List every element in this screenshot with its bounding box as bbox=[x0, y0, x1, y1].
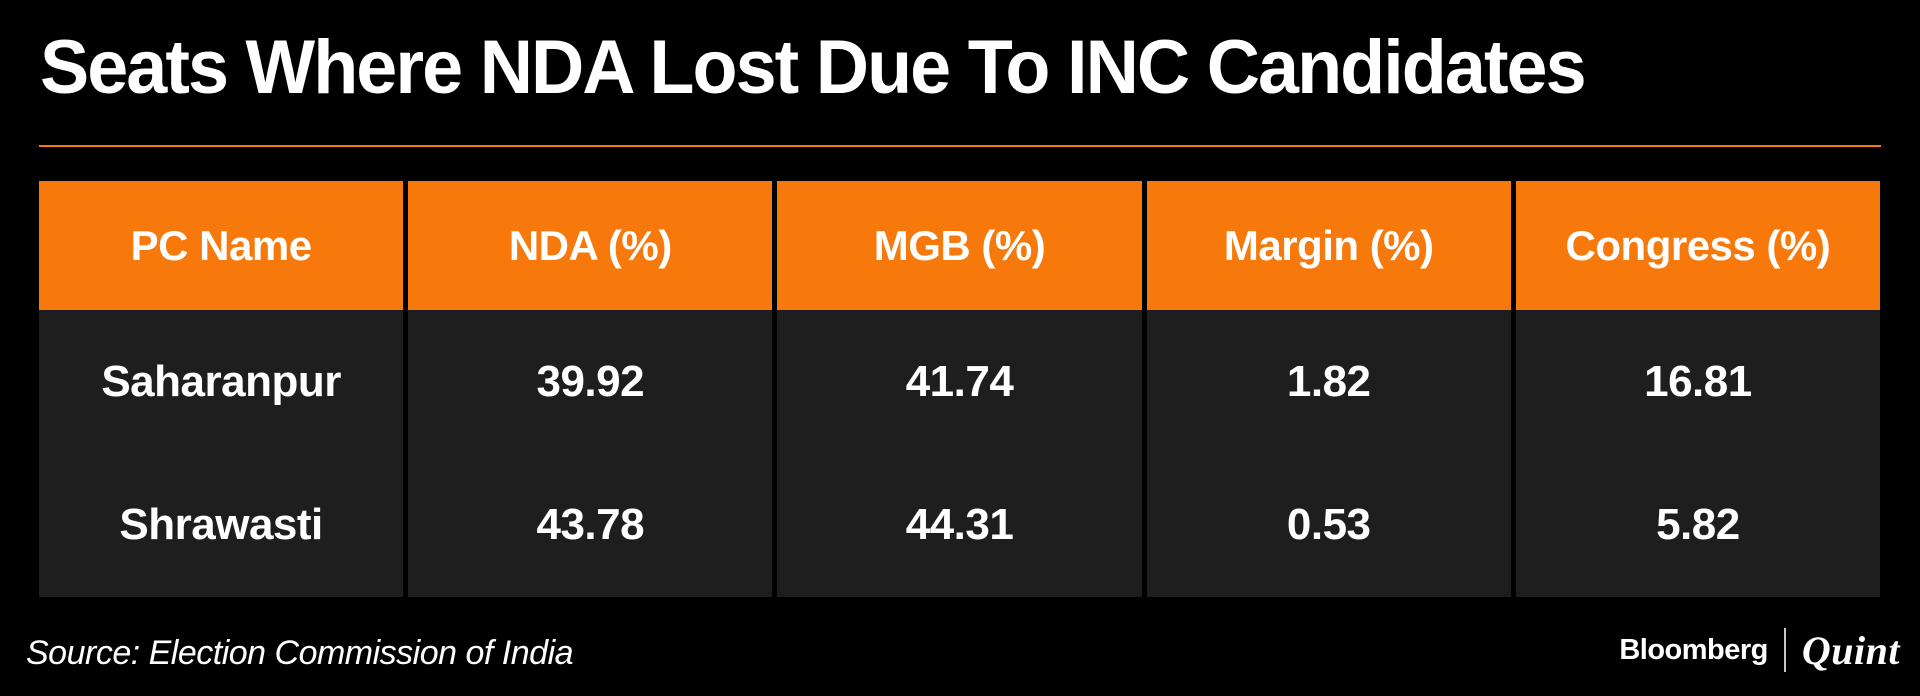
quint-wordmark: Quint bbox=[1801, 627, 1900, 673]
column-header-nda: NDA (%) bbox=[408, 181, 773, 310]
cell-row1-margin: 1.82 bbox=[1146, 310, 1511, 453]
cell-row1-congress: 16.81 bbox=[1515, 310, 1880, 453]
bloomberg-quint-logo: Bloomberg Quint bbox=[1619, 624, 1900, 676]
bloomberg-wordmark: Bloomberg bbox=[1619, 633, 1768, 666]
source-attribution: Source: Election Commission of India bbox=[26, 634, 574, 672]
logo-divider-bar bbox=[1783, 628, 1786, 672]
cell-row1-mgb: 41.74 bbox=[777, 310, 1142, 453]
column-header-mgb: MGB (%) bbox=[777, 181, 1142, 310]
cell-row1-nda: 39.92 bbox=[408, 310, 773, 453]
cell-row2-mgb: 44.31 bbox=[777, 453, 1142, 597]
column-header-pc-name: PC Name bbox=[39, 181, 404, 310]
cell-row2-margin: 0.53 bbox=[1146, 453, 1511, 597]
cell-row2-nda: 43.78 bbox=[408, 453, 773, 597]
cell-row2-pc-name: Shrawasti bbox=[39, 453, 404, 597]
column-header-margin: Margin (%) bbox=[1146, 181, 1511, 310]
cell-row1-pc-name: Saharanpur bbox=[39, 310, 404, 453]
title-divider-rule bbox=[39, 145, 1881, 147]
column-header-congress: Congress (%) bbox=[1515, 181, 1880, 310]
cell-row2-congress: 5.82 bbox=[1515, 453, 1880, 597]
data-table: PC Name NDA (%) MGB (%) Margin (%) Congr… bbox=[39, 181, 1880, 597]
page-title: Seats Where NDA Lost Due To INC Candidat… bbox=[40, 25, 1587, 110]
